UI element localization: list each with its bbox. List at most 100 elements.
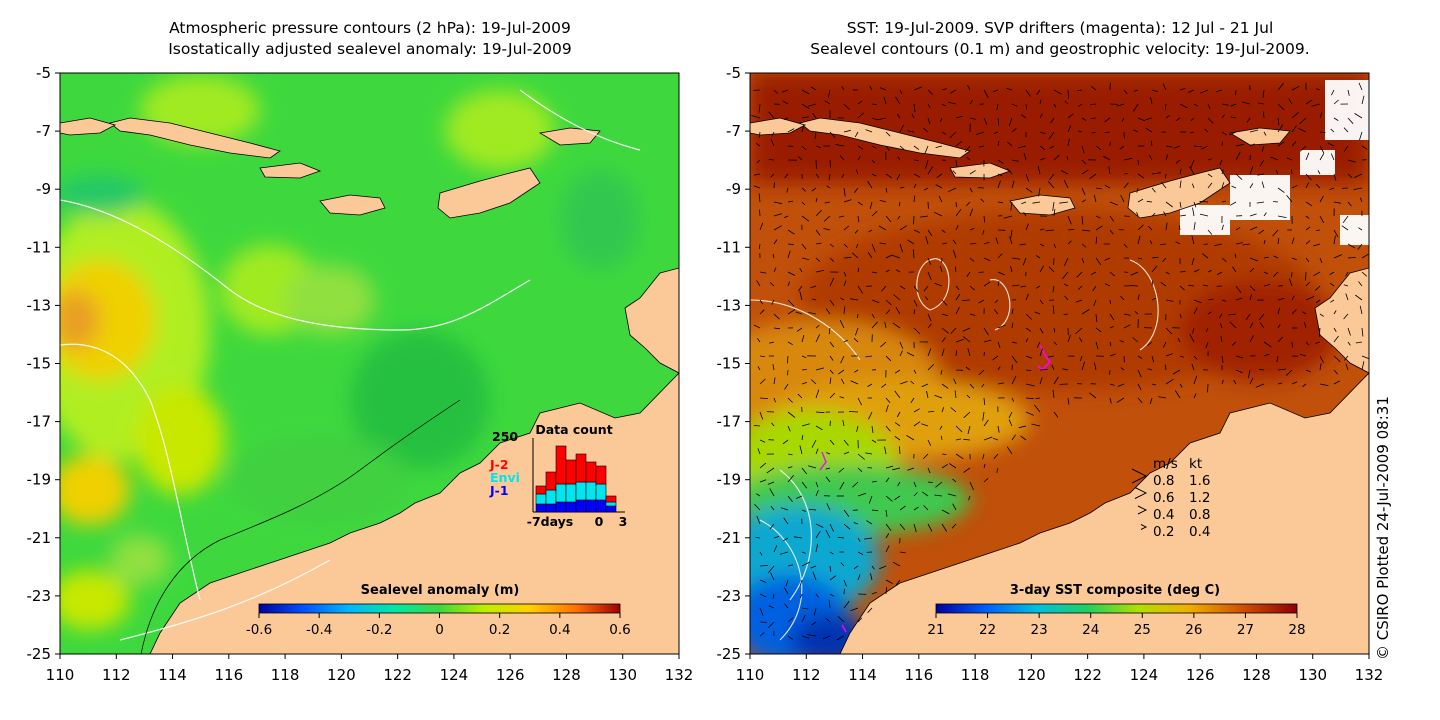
velocity-vector <box>1207 311 1212 315</box>
velocity-vector <box>758 103 761 113</box>
velocity-vector <box>759 439 766 443</box>
velocity-vector <box>1261 145 1265 152</box>
velocity-vector <box>983 463 986 469</box>
right-xtick-label: 118 <box>961 666 990 684</box>
velocity-vector <box>800 593 803 599</box>
velocity-vector <box>1120 194 1125 203</box>
velocity-vector <box>787 355 789 364</box>
velocity-vector <box>1109 229 1114 235</box>
velocity-vector <box>1262 89 1265 98</box>
velocity-vector <box>871 509 879 512</box>
velocity-vector <box>1193 269 1200 273</box>
right-xtick-label: 120 <box>1017 666 1046 684</box>
velocity-vector <box>1032 201 1041 204</box>
velocity-vector <box>1330 128 1335 133</box>
velocity-vector <box>801 369 807 371</box>
inset-bar-segment <box>565 483 577 503</box>
velocity-vector <box>1204 128 1209 133</box>
velocity-vector <box>1048 266 1055 273</box>
velocity-vector <box>1191 235 1195 245</box>
velocity-vector <box>1104 184 1111 189</box>
velocity-vector <box>1076 271 1083 278</box>
velocity-vector <box>1229 321 1237 329</box>
velocity-header-kt: kt <box>1189 456 1202 472</box>
velocity-vector <box>1343 127 1349 133</box>
velocity-vector <box>1160 181 1167 189</box>
velocity-vector <box>1193 375 1198 385</box>
velocity-vector <box>1192 327 1195 334</box>
velocity-vector <box>899 145 905 151</box>
velocity-vector <box>1257 102 1265 105</box>
velocity-vector <box>978 369 985 376</box>
velocity-vector <box>992 437 999 441</box>
velocity-vector <box>1207 298 1214 301</box>
velocity-vector <box>843 523 851 530</box>
velocity-vector <box>773 397 776 403</box>
velocity-vector <box>1207 270 1212 273</box>
velocity-vector <box>1333 380 1340 385</box>
credit-text: © CSIRO Plotted 24-Jul-2009 08:31 <box>1374 396 1392 660</box>
velocity-vector <box>1357 243 1363 250</box>
velocity-vector <box>885 509 888 517</box>
velocity-vector <box>773 267 777 273</box>
velocity-vector <box>1039 243 1045 247</box>
velocity-vector <box>796 327 803 332</box>
velocity-vector <box>811 621 817 626</box>
velocity-vector <box>1036 89 1041 95</box>
velocity-vector <box>1095 145 1102 151</box>
velocity-vector <box>843 256 852 259</box>
velocity-vector <box>1347 257 1356 259</box>
velocity-vector <box>1137 397 1143 404</box>
velocity-vector <box>1067 89 1069 99</box>
velocity-vector <box>1011 308 1014 315</box>
velocity-vector <box>1192 207 1195 217</box>
velocity-vector <box>913 159 919 161</box>
velocity-vector <box>995 237 999 245</box>
velocity-vector <box>835 144 845 147</box>
velocity-vector <box>885 425 891 432</box>
velocity-vector <box>810 86 817 91</box>
velocity-vector <box>1050 117 1055 124</box>
velocity-vector <box>815 197 818 203</box>
velocity-vector <box>1179 180 1182 189</box>
velocity-vector <box>1035 397 1041 399</box>
velocity-vector <box>843 439 849 446</box>
velocity-vector <box>885 145 890 151</box>
velocity-vector <box>894 422 901 427</box>
velocity-ms-value: 0.6 <box>1153 490 1174 506</box>
velocity-vector <box>1149 154 1153 161</box>
velocity-vector <box>1063 180 1069 189</box>
velocity-vector <box>1053 208 1056 217</box>
velocity-vector <box>815 411 825 414</box>
velocity-vector <box>941 229 946 234</box>
right-ytick-label: -23 <box>717 587 742 605</box>
velocity-vector <box>1235 226 1241 231</box>
velocity-vector <box>1039 113 1043 119</box>
velocity-vector <box>1137 257 1143 260</box>
velocity-vector <box>759 355 765 357</box>
velocity-vector <box>1305 257 1310 263</box>
velocity-vector <box>997 281 1000 287</box>
velocity-vector <box>955 453 964 460</box>
velocity-vector <box>975 131 985 135</box>
velocity-vector <box>949 131 957 139</box>
velocity-vector <box>1193 393 1197 399</box>
velocity-vector <box>1319 257 1323 264</box>
velocity-vector <box>952 503 957 511</box>
velocity-vector <box>1207 103 1211 110</box>
velocity-vector <box>1361 327 1364 337</box>
velocity-vector <box>1231 185 1237 189</box>
velocity-vector <box>997 173 1003 177</box>
velocity-vector <box>1285 369 1293 376</box>
velocity-vector <box>1347 89 1350 96</box>
velocity-vector <box>1067 334 1071 343</box>
velocity-kt-value: 1.6 <box>1189 473 1210 489</box>
velocity-vector <box>755 493 761 497</box>
velocity-vector <box>983 397 986 406</box>
velocity-vector <box>1193 201 1197 208</box>
velocity-vector <box>1207 158 1212 161</box>
velocity-vector <box>1179 313 1182 319</box>
velocity-vector <box>1179 285 1185 291</box>
velocity-vector <box>925 236 929 245</box>
velocity-vector <box>768 565 775 573</box>
